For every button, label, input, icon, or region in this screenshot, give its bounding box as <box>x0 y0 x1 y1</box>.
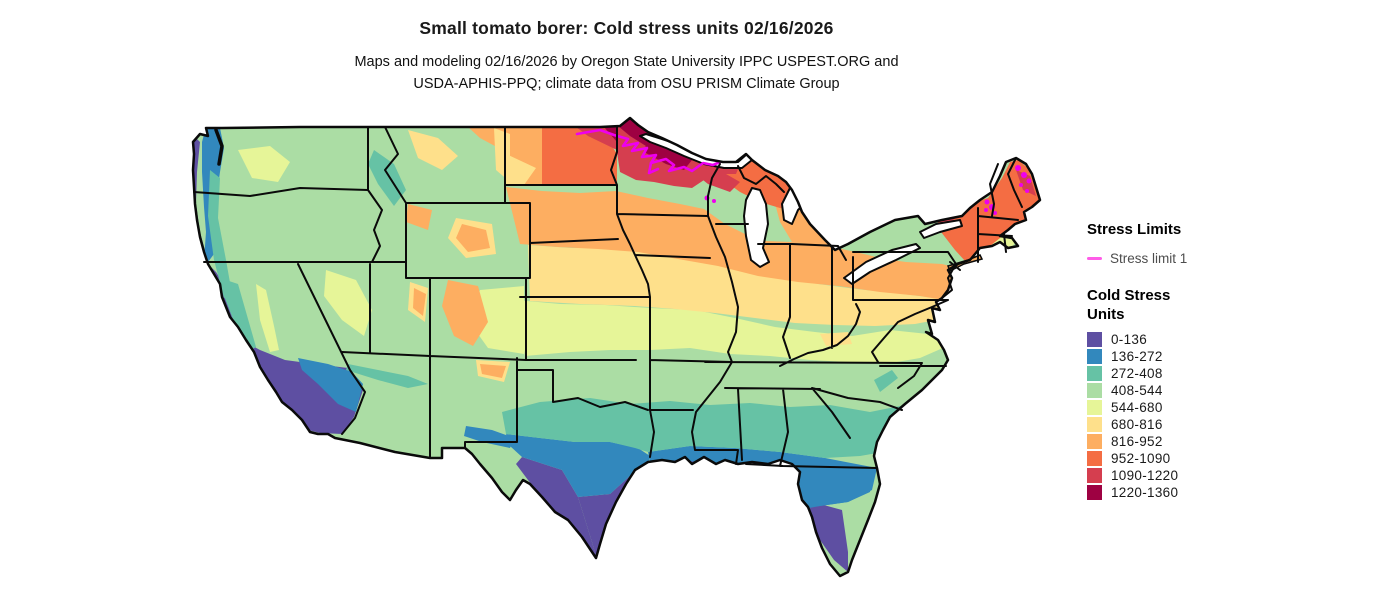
lake-ontario <box>919 219 963 239</box>
legend-class-row: 0-136 <box>1087 331 1227 348</box>
us-map <box>191 116 1042 578</box>
legend-class-row: 408-544 <box>1087 382 1227 399</box>
legend-class-row: 952-1090 <box>1087 450 1227 467</box>
class-color-swatch <box>1087 400 1102 415</box>
class-color-swatch <box>1087 383 1102 398</box>
class-color-swatch <box>1087 366 1102 381</box>
legend-class-row: 680-816 <box>1087 416 1227 433</box>
legend-class-row: 272-408 <box>1087 365 1227 382</box>
map-header: Small tomato borer: Cold stress units 02… <box>0 18 1253 95</box>
map-color-regions <box>193 118 1040 576</box>
cold-stress-units-heading: Cold Stress Units <box>1087 287 1171 323</box>
subtitle-line-1: Maps and modeling 02/16/2026 by Oregon S… <box>354 54 899 70</box>
class-color-swatch <box>1087 451 1102 466</box>
map-subtitle: Maps and modeling 02/16/2026 by Oregon S… <box>0 51 1253 95</box>
stress-limit-item: Stress limit 1 <box>1087 250 1227 266</box>
lake-erie <box>843 243 921 285</box>
stress-limit-label: Stress limit 1 <box>1110 250 1188 266</box>
legend-class-row: 136-272 <box>1087 348 1227 365</box>
state-borders <box>193 126 1023 469</box>
legend-class-row: 1090-1220 <box>1087 467 1227 484</box>
legend-class-row: 816-952 <box>1087 433 1227 450</box>
class-color-swatch <box>1087 417 1102 432</box>
subtitle-line-2: USDA-APHIS-PPQ; climate data from OSU PR… <box>413 76 840 92</box>
legend-class-row: 1220-1360 <box>1087 484 1227 501</box>
class-color-swatch <box>1087 468 1102 483</box>
lake-michigan <box>743 187 770 268</box>
class-color-swatch <box>1087 485 1102 500</box>
us-outline <box>191 116 1042 578</box>
map-legend: Stress Limits Stress limit 1 Cold Stress… <box>1087 220 1227 501</box>
stress-limit-lines <box>575 128 1032 215</box>
puget-sound <box>214 128 224 166</box>
stress-limit-line-swatch <box>1087 256 1102 260</box>
stress-limits-heading: Stress Limits <box>1087 221 1182 238</box>
class-color-swatch <box>1087 332 1102 347</box>
cold-stress-class-list: 0-136 136-272 272-408 408-544 544-680 68… <box>1087 331 1227 501</box>
class-color-swatch <box>1087 349 1102 364</box>
legend-class-row: 544-680 <box>1087 399 1227 416</box>
page-title: Small tomato borer: Cold stress units 02… <box>419 18 834 38</box>
class-color-swatch <box>1087 434 1102 449</box>
